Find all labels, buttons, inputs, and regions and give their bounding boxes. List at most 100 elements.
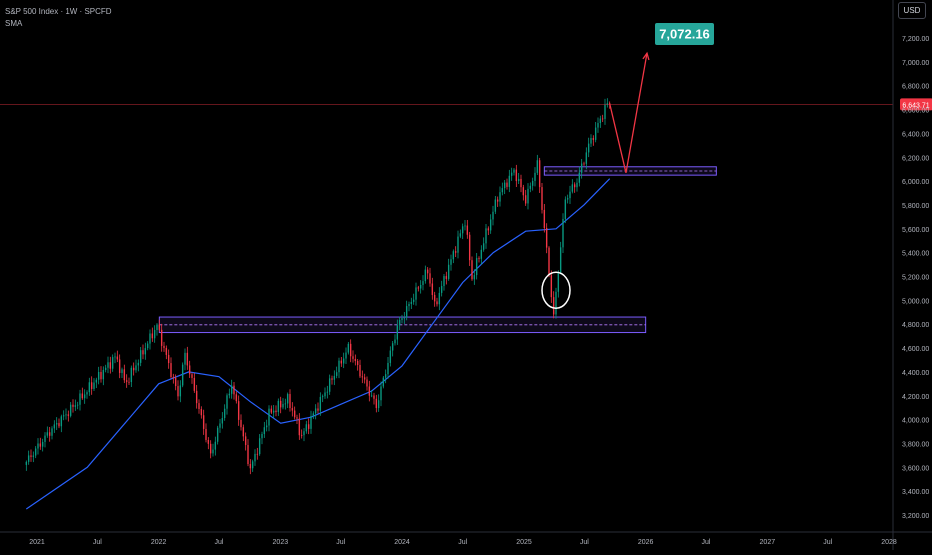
time-tick-label: Jul: [93, 539, 102, 546]
candle-body: [214, 441, 217, 450]
candle-body: [499, 192, 501, 202]
candle-body: [81, 393, 84, 399]
candle-body: [184, 352, 186, 365]
candle-body: [396, 325, 399, 340]
candle-body: [473, 275, 476, 280]
candle-body: [585, 152, 588, 164]
candle-body: [74, 405, 77, 407]
candle-body: [60, 416, 63, 427]
candle-body: [256, 453, 259, 455]
candle-body: [384, 374, 387, 378]
candle-body: [153, 330, 156, 339]
candle-body: [291, 408, 294, 411]
candle-body: [244, 436, 247, 446]
candle-body: [205, 428, 207, 440]
candle-body: [454, 251, 457, 253]
candle-body: [69, 404, 72, 416]
candle-body: [597, 123, 599, 128]
candle-body: [34, 448, 37, 456]
highlight-circle: [541, 271, 571, 310]
candle-body: [338, 360, 340, 373]
candle-body: [468, 234, 471, 261]
candle-body: [167, 354, 170, 364]
candle-body: [461, 226, 464, 234]
candle-body: [433, 294, 436, 302]
candle-body: [312, 413, 315, 417]
candle-body: [279, 400, 282, 408]
time-tick-label: Jul: [336, 539, 345, 546]
candle-body: [580, 163, 583, 173]
candle-body: [436, 301, 438, 305]
candle-body: [352, 356, 354, 359]
candle-body: [389, 350, 392, 363]
candle-body: [132, 367, 135, 371]
candle-body: [209, 443, 212, 454]
candle-body: [219, 423, 221, 428]
candle-body: [487, 228, 490, 231]
time-tick-label: 2024: [394, 539, 410, 546]
candle-body: [464, 225, 466, 227]
price-tick-label: 6,600.00: [902, 108, 929, 115]
candle-body: [450, 259, 452, 265]
candle-body: [422, 281, 424, 285]
symbol-title[interactable]: S&P 500 Index · 1W · SPCFD: [5, 7, 112, 16]
candle-body: [531, 180, 534, 186]
currency-button[interactable]: USD: [898, 2, 926, 19]
candle-body: [520, 178, 522, 188]
candle-body: [240, 419, 242, 428]
candle-body: [221, 418, 224, 424]
candle-body: [251, 461, 254, 469]
candle-body: [331, 378, 333, 380]
candle-body: [480, 249, 483, 259]
candle-body: [181, 364, 184, 386]
candle-body: [170, 363, 172, 377]
candle-body: [363, 377, 366, 380]
candle-body: [223, 408, 226, 419]
time-tick-label: 2021: [29, 539, 45, 546]
candle-body: [163, 345, 165, 348]
zone-layer: [158, 166, 717, 334]
candle-body: [506, 182, 508, 187]
time-tick-label: 2026: [638, 539, 654, 546]
candle-body: [545, 227, 548, 248]
overlay-layer: 6,643.71 7,072.16: [0, 23, 932, 310]
candle-body: [417, 287, 420, 289]
candle-body: [555, 291, 557, 315]
current-price-badge: [900, 98, 932, 111]
candle-body: [314, 408, 317, 414]
price-tick-label: 3,800.00: [902, 441, 929, 448]
candle-body: [538, 160, 541, 188]
time-tick-label: Jul: [458, 539, 467, 546]
candle-body: [193, 377, 196, 391]
candle-body: [226, 395, 228, 409]
price-tick-label: 6,400.00: [902, 131, 929, 138]
indicator-label[interactable]: SMA: [5, 19, 23, 28]
time-tick-label: Jul: [580, 539, 589, 546]
candle-body: [149, 333, 151, 344]
candle-body: [317, 408, 319, 411]
candle-body: [599, 118, 602, 124]
candle-body: [541, 187, 543, 210]
candle-body: [107, 362, 109, 368]
candle-body: [571, 184, 574, 192]
candle-body: [424, 269, 427, 282]
candle-body: [104, 367, 107, 370]
candle-body: [97, 371, 100, 380]
candle-body: [359, 364, 361, 377]
candle-body: [128, 381, 130, 383]
candle-body: [242, 427, 245, 437]
candle-body: [564, 199, 567, 219]
candle-body: [118, 359, 121, 373]
candle-body: [263, 427, 266, 434]
current-price-label: 6,643.71: [902, 102, 929, 109]
candle-body: [543, 209, 546, 228]
candle-body: [438, 292, 441, 305]
price-tick-label: 7,000.00: [902, 60, 929, 67]
candle-body: [342, 358, 345, 364]
candle-body: [235, 394, 238, 402]
candle-body: [345, 352, 347, 359]
candle-body: [391, 343, 394, 351]
